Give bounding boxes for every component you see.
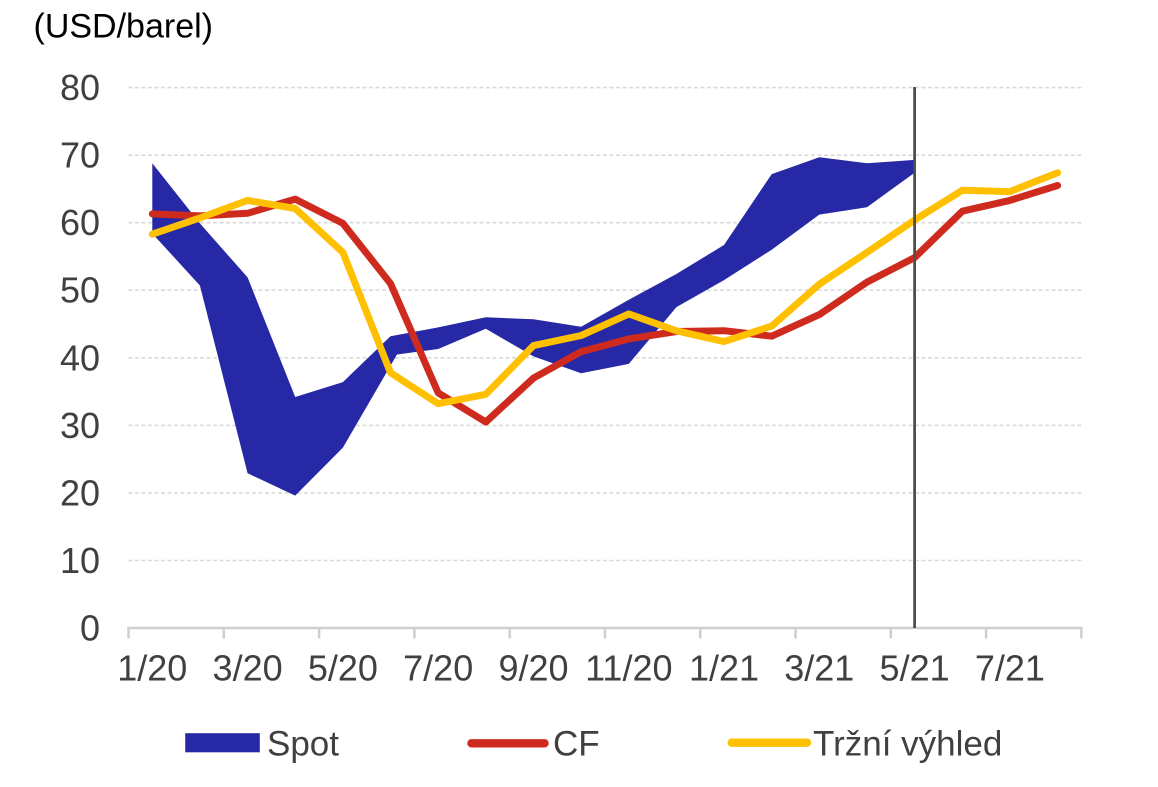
svg-text:20: 20 (60, 472, 100, 513)
svg-text:60: 60 (60, 202, 100, 243)
svg-text:1/21: 1/21 (689, 647, 759, 688)
svg-text:7/21: 7/21 (975, 647, 1045, 688)
svg-text:50: 50 (60, 270, 100, 311)
svg-text:Tržní výhled: Tržní výhled (813, 724, 1002, 763)
svg-text:30: 30 (60, 405, 100, 446)
svg-text:5/21: 5/21 (880, 647, 950, 688)
svg-text:1/20: 1/20 (117, 647, 187, 688)
svg-text:11/20: 11/20 (585, 647, 672, 688)
svg-text:0: 0 (80, 608, 100, 649)
svg-text:7/20: 7/20 (403, 647, 473, 688)
svg-text:40: 40 (60, 337, 100, 378)
svg-text:3/21: 3/21 (784, 647, 854, 688)
svg-text:10: 10 (60, 540, 100, 581)
svg-text:Spot: Spot (267, 724, 339, 763)
svg-text:3/20: 3/20 (213, 647, 283, 688)
svg-text:9/20: 9/20 (498, 647, 568, 688)
svg-text:(USD/barel): (USD/barel) (34, 8, 213, 46)
svg-text:70: 70 (60, 135, 100, 176)
svg-text:CF: CF (553, 724, 600, 763)
svg-text:80: 80 (60, 67, 100, 108)
svg-text:5/20: 5/20 (308, 647, 378, 688)
